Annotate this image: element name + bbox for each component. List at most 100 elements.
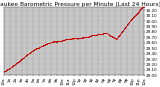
Point [117, 35, 120, 37]
Point [36, 47, 38, 49]
Point [80, 37, 82, 38]
Point [31, 50, 34, 52]
Point [77, 38, 79, 39]
Point [136, 13, 138, 14]
Point [84, 36, 87, 38]
Point [119, 33, 122, 34]
Point [5, 70, 7, 71]
Point [88, 36, 91, 37]
Point [104, 32, 107, 34]
Point [115, 38, 117, 39]
Point [104, 32, 106, 34]
Point [82, 37, 85, 38]
Point [46, 43, 48, 44]
Point [131, 17, 134, 19]
Point [20, 58, 23, 59]
Point [28, 52, 30, 54]
Point [92, 34, 95, 36]
Point [81, 37, 84, 38]
Point [100, 33, 103, 35]
Point [140, 7, 143, 9]
Point [37, 47, 39, 49]
Point [83, 36, 85, 38]
Point [90, 35, 93, 36]
Point [121, 31, 123, 33]
Point [60, 40, 63, 41]
Point [11, 65, 14, 67]
Point [47, 43, 50, 44]
Point [56, 41, 58, 42]
Point [75, 38, 77, 39]
Point [88, 36, 90, 37]
Point [3, 71, 6, 72]
Point [125, 25, 128, 26]
Point [108, 35, 111, 36]
Point [76, 38, 78, 39]
Point [132, 16, 135, 18]
Point [41, 45, 44, 46]
Point [84, 36, 86, 38]
Point [105, 32, 108, 33]
Point [112, 37, 115, 38]
Point [51, 41, 54, 42]
Point [133, 15, 135, 17]
Point [71, 38, 73, 39]
Point [16, 62, 18, 63]
Point [76, 38, 79, 39]
Point [135, 13, 137, 15]
Point [76, 38, 78, 39]
Point [63, 39, 66, 40]
Point [28, 52, 30, 54]
Point [135, 14, 137, 15]
Point [108, 34, 111, 36]
Point [95, 34, 97, 35]
Point [37, 47, 40, 48]
Point [132, 16, 135, 18]
Point [110, 35, 112, 37]
Point [13, 64, 16, 65]
Point [120, 31, 123, 33]
Point [106, 32, 108, 34]
Point [131, 18, 133, 19]
Point [104, 32, 106, 34]
Point [11, 66, 13, 67]
Point [67, 38, 70, 40]
Point [51, 41, 54, 42]
Point [69, 38, 72, 39]
Point [39, 46, 41, 48]
Point [123, 28, 126, 29]
Point [124, 27, 126, 28]
Point [140, 7, 143, 9]
Point [77, 38, 79, 39]
Point [44, 43, 47, 45]
Point [35, 48, 37, 49]
Point [68, 38, 70, 40]
Point [136, 12, 139, 14]
Point [126, 24, 129, 25]
Point [27, 53, 30, 54]
Point [78, 37, 81, 39]
Point [86, 36, 89, 37]
Point [124, 26, 127, 27]
Point [119, 33, 122, 34]
Point [36, 47, 39, 49]
Point [34, 48, 36, 50]
Point [27, 53, 29, 55]
Point [10, 66, 13, 67]
Point [123, 28, 125, 29]
Point [137, 11, 140, 12]
Point [66, 39, 69, 40]
Point [133, 16, 135, 17]
Point [132, 17, 134, 18]
Point [28, 52, 31, 53]
Point [117, 35, 119, 37]
Point [15, 63, 17, 64]
Point [101, 33, 103, 35]
Point [30, 51, 32, 53]
Point [24, 55, 27, 56]
Point [128, 21, 131, 22]
Point [40, 46, 42, 47]
Point [18, 61, 20, 62]
Point [22, 57, 24, 59]
Point [127, 22, 130, 23]
